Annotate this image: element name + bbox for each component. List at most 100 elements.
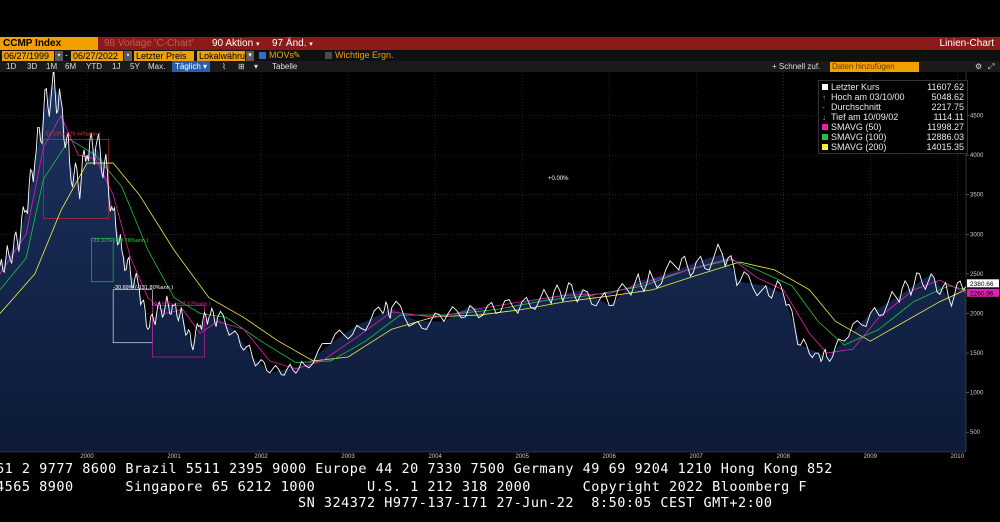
legend-row: SMAVG (200) 14015.35	[822, 142, 964, 152]
grid-icon[interactable]: ⊞	[238, 62, 245, 71]
legend-value: 14015.35	[926, 142, 964, 152]
chevron-down-icon: ▾	[309, 41, 313, 48]
annotation-box	[151, 305, 205, 358]
center-annotation: +0.00%	[548, 176, 569, 182]
more-icon[interactable]: ▾	[254, 62, 259, 71]
period-ytd[interactable]: YTD	[86, 62, 102, 71]
pencil-icon[interactable]: ✎	[293, 50, 301, 60]
down-arrow-icon: ↓	[822, 113, 826, 122]
y-tick-label: 500	[970, 430, 981, 436]
bloomberg-ticker: 61 2 9777 8600 Brazil 5511 2395 9000 Eur…	[0, 460, 1000, 522]
legend-value: 11607.62	[927, 82, 964, 92]
period-1j[interactable]: 1J	[112, 62, 121, 71]
table-button[interactable]: Tabelle	[272, 62, 298, 71]
legend-label: Tief am 10/09/02	[831, 112, 899, 122]
action-menu-label: 90 Aktion	[212, 38, 254, 49]
currency-dropdown[interactable]: ▾	[246, 51, 254, 61]
date-separator: -	[65, 50, 68, 60]
ticker-field[interactable]: CCMP Index	[0, 37, 98, 50]
add-data-input[interactable]: Daten hinzufügen	[830, 62, 919, 72]
settings-icon[interactable]: ⚙	[975, 62, 983, 71]
x-axis: 2000 2001 2002 2003 2004 2005 2006 2007 2008 2009…	[0, 451, 966, 460]
y-tick-label: 4500	[970, 114, 984, 120]
date-from-dropdown[interactable]: ▪	[55, 51, 63, 61]
period-6m[interactable]: 6M	[65, 62, 77, 71]
legend-swatch	[822, 144, 828, 150]
ticker-line-3: SN 324372 H977-137-171 27-Jun-22 8:50:05…	[0, 495, 773, 511]
legend-value: 11998.27	[927, 122, 964, 132]
frequency-select[interactable]: Täglich ▾	[172, 61, 211, 72]
chart-type-label: Linien-Chart	[939, 38, 994, 49]
series-line-3	[0, 162, 967, 362]
x-tick-label: 2003	[341, 454, 355, 460]
price-badge-label: 2380.66	[970, 281, 994, 288]
legend-label: Hoch am 03/10/00	[831, 92, 905, 102]
frequency-label: Täglich	[175, 62, 201, 71]
period-5y[interactable]: 5Y	[130, 62, 140, 71]
ticker-line-1: 61 2 9777 8600 Brazil 5511 2395 9000 Eur…	[0, 461, 833, 477]
period-1m[interactable]: 1M	[46, 62, 58, 71]
price-field[interactable]: Letzter Preis	[134, 51, 194, 61]
legend-swatch	[822, 134, 828, 140]
legend-value: 2217.75	[931, 102, 964, 112]
x-tick-label: 2000	[80, 454, 94, 460]
dash-icon: -	[822, 103, 825, 112]
legend-value: 12886.03	[926, 132, 964, 142]
quick-add-label: Schnell zuf.	[778, 62, 821, 71]
date-to-field[interactable]: 06/27/2022	[71, 51, 123, 61]
annotation-boxes	[43, 138, 205, 358]
annotation-label: -33.31% (-73.78%ann.)	[91, 238, 148, 244]
period-1d[interactable]: 1D	[6, 62, 17, 71]
period-max[interactable]: Max.	[148, 62, 166, 71]
x-tick-label: 2002	[254, 454, 268, 460]
template-menu[interactable]: 98 Vorlage 'C-Chart'	[104, 38, 194, 49]
legend-label: SMAVG (50)	[831, 122, 882, 132]
chevron-down-icon: ▾	[203, 62, 208, 71]
price-badge-label: 2260.96	[970, 290, 994, 297]
x-tick-label: 2006	[603, 454, 617, 460]
date-from-field[interactable]: 06/27/1999	[2, 51, 54, 61]
events-label: Wichtige Ergn.	[335, 50, 394, 60]
period-3d[interactable]: 3D	[27, 62, 38, 71]
y-tick-label: 1000	[970, 391, 984, 397]
annotation-label: -52.59% (-29.44%ann.)	[44, 131, 101, 137]
y-tick-label: 3500	[970, 193, 984, 199]
action-menu[interactable]: 90 Aktion ▾	[212, 37, 259, 51]
expand-icon[interactable]: ⤢	[988, 62, 995, 71]
currency-field[interactable]: Lokalwähru	[197, 51, 246, 61]
edit-menu[interactable]: 97 Änd. ▾	[272, 37, 313, 51]
events-checkbox[interactable]	[325, 52, 332, 59]
y-tick-label: 2000	[970, 311, 984, 317]
legend-label: Letzter Kurs	[831, 82, 880, 92]
movs-label: MOVs	[269, 50, 295, 60]
chevron-down-icon: ▾	[248, 52, 252, 59]
y-axis: 500 1000 1500 2000 2500 3000 3500 4000 4500	[965, 72, 984, 452]
movs-checkbox[interactable]	[259, 52, 266, 59]
date-to-dropdown[interactable]: ▪	[124, 51, 132, 61]
x-tick-label: 2008	[777, 454, 791, 460]
legend-row: SMAVG (50) 11998.27	[822, 122, 964, 132]
calendar-icon: ▪	[57, 52, 61, 59]
y-tick-label: 1500	[970, 351, 984, 357]
toolbar: 06/27/1999 ▪ - 06/27/2022 ▪ Letzter Prei…	[0, 50, 1000, 61]
x-tick-label: 2005	[515, 454, 529, 460]
series-line-1	[0, 114, 967, 370]
title-bar: CCMP Index 98 Vorlage 'C-Chart' 90 Aktio…	[0, 37, 1000, 50]
price-area	[0, 83, 966, 452]
chevron-down-icon: ▾	[255, 41, 260, 48]
chart-annotations: -52.59% (-29.44%ann.) -33.31% (-73.78%ann…	[44, 131, 211, 307]
quick-add-button[interactable]: + Schnell zuf.	[772, 61, 820, 72]
price-badge-bg	[967, 279, 999, 288]
y-tick-label: 2500	[970, 272, 984, 278]
legend-value: 5048.62	[931, 92, 964, 102]
annotation-box	[91, 237, 114, 283]
price-chart[interactable]: 500 1000 1500 2000 2500 3000 3500 4000 4500 2000…	[0, 72, 1000, 460]
legend-row: ↓ Tief am 10/09/02 1114.11	[822, 112, 964, 122]
chart-series	[0, 72, 967, 376]
y-tick-label: 4000	[970, 153, 984, 159]
line-style-icon[interactable]: ⌇	[222, 62, 226, 71]
x-tick-label: 2004	[428, 454, 442, 460]
legend-swatch	[822, 84, 828, 90]
series-line-2	[0, 138, 967, 363]
legend-label: SMAVG (100)	[831, 132, 887, 142]
